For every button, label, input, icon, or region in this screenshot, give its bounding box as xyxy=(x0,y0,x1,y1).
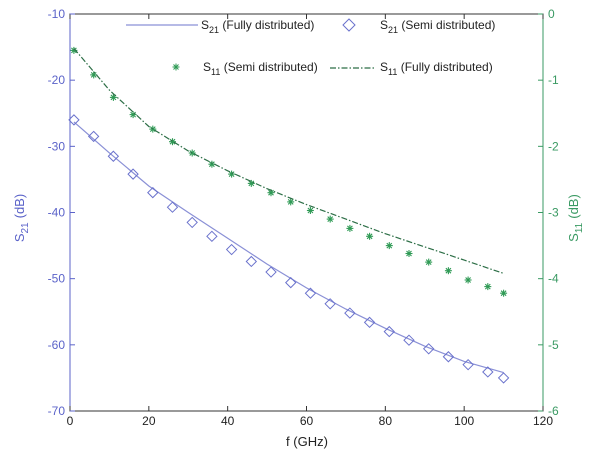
series-s21-semi-diamond-point xyxy=(304,287,317,299)
series-s11-semi-star-point xyxy=(484,283,492,291)
series-s21-semi-diamond-point xyxy=(166,201,179,213)
series-s11-semi-star-point xyxy=(208,160,216,168)
series-s21-semi-diamond-point xyxy=(442,351,455,363)
series-s21-semi-diamond-point xyxy=(147,186,159,199)
series-s21-fully-line xyxy=(73,121,504,374)
series-s21-semi-diamond-point xyxy=(186,216,198,229)
series-s11-fully-dashdot-line xyxy=(73,48,504,274)
legend: S21 (Fully distributed) S21 (Semi distri… xyxy=(126,18,495,77)
y-right-tick-label: -2 xyxy=(548,139,559,153)
series-s11-semi-star-point xyxy=(405,250,413,257)
series-s11-semi-star-point xyxy=(267,189,275,197)
y-right-label-main: S xyxy=(566,233,581,242)
x-tick-label: 60 xyxy=(300,414,314,428)
y-left-label-main: S xyxy=(12,233,27,242)
series-s21-semi-diamond-point xyxy=(482,366,494,378)
legend-label-s11-fully: S11 (Fully distributed) xyxy=(380,60,493,77)
series-s21-semi-diamond-point xyxy=(403,334,415,346)
x-tick-label: 40 xyxy=(221,414,235,428)
series-s21-semi-diamond-point xyxy=(265,266,277,278)
y-left-tick-label: -50 xyxy=(48,272,66,286)
x-tick-label: 100 xyxy=(454,414,474,428)
series-s11-semi-star-point xyxy=(366,232,374,240)
series-s11-semi-star-point xyxy=(149,125,157,133)
series-s21-semi-diamond-point xyxy=(344,307,356,319)
y-right-axis-title: S11 (dB) xyxy=(566,194,585,242)
x-tick-label: 80 xyxy=(379,414,393,428)
series-s21-semi-diamond-point xyxy=(245,255,258,268)
series-s21-semi-diamond-point xyxy=(206,230,218,243)
series-s11-semi-star-point xyxy=(188,149,196,157)
series-s21-semi-diamond-point xyxy=(497,372,510,384)
series-s11-semi-star-point xyxy=(287,198,295,206)
x-tick-label: 0 xyxy=(67,414,74,428)
series-s21-semi-diamond-point xyxy=(383,325,395,338)
y-left-label-unit: (dB) xyxy=(12,194,27,219)
y-left-tick-label: -20 xyxy=(48,73,66,87)
series-s21-semi-diamond-point xyxy=(87,130,100,143)
series-s11-semi-star-point xyxy=(464,276,472,284)
series-s21-semi-diamond-point xyxy=(107,150,120,162)
y-right-tick-label: -5 xyxy=(548,338,559,352)
y-left-tick-label: -40 xyxy=(48,206,66,220)
series-layer xyxy=(68,46,510,384)
x-tick-label: 20 xyxy=(142,414,156,428)
y-right-label-unit: (dB) xyxy=(566,194,581,219)
x-axis-title: f (GHz) xyxy=(286,434,328,449)
y-left-label-sub: 21 xyxy=(20,222,31,234)
y-left-tick-label: -70 xyxy=(48,404,66,418)
series-s21-semi-diamond-point xyxy=(462,358,474,371)
svg-text:S21(dB): S21 (dB) xyxy=(12,194,31,242)
series-s11-semi-star-point xyxy=(169,138,176,146)
series-s11-semi-star-point xyxy=(346,224,354,232)
legend-label-s21-semi: S21 (Semi distributed) xyxy=(380,18,495,35)
series-s21-semi-diamond-point xyxy=(127,168,139,180)
y-right-tick-label: 0 xyxy=(548,7,555,21)
legend-label-s21-fully: S21 (Fully distributed) xyxy=(201,18,314,35)
y-right-tick-label: -6 xyxy=(548,404,559,418)
y-right-label-sub: 11 xyxy=(574,222,585,233)
series-s21-semi-diamond-point xyxy=(285,276,297,289)
y-right-tick-label: -1 xyxy=(548,73,559,87)
svg-text:S11(dB): S11 (dB) xyxy=(566,194,585,242)
series-s21-semi-diamond-point xyxy=(422,343,435,355)
y-left-tick-label: -30 xyxy=(48,139,66,153)
legend-label-s11-semi: S11 (Semi distributed) xyxy=(203,60,318,77)
y-left-tick-label: -60 xyxy=(48,338,66,352)
x-tick-label: 120 xyxy=(533,414,553,428)
y-left-tick-label: -10 xyxy=(48,7,66,21)
series-s11-semi-star-point xyxy=(326,215,334,223)
ticks-layer: 0 20 40 60 80 100 120-10-20-30-40-50-60-700-1-… xyxy=(48,7,559,428)
series-s11-semi-star-point xyxy=(306,207,314,214)
series-s11-semi-star-point xyxy=(129,111,137,119)
series-s11-semi-star-point xyxy=(109,93,117,101)
series-s11-semi-star-point xyxy=(500,289,508,297)
y-left-axis-title: S21 (dB) xyxy=(12,194,31,242)
y-right-tick-label: -4 xyxy=(548,272,559,286)
series-s11-semi-star-point xyxy=(425,258,433,266)
series-s21-semi-diamond-point xyxy=(68,114,80,126)
series-s21-semi-diamond-point xyxy=(324,298,336,310)
legend-swatch-s11-semi xyxy=(172,63,180,71)
y-right-tick-label: -3 xyxy=(548,206,559,220)
series-s21-semi-diamond-point xyxy=(225,243,238,256)
series-s21-semi-diamond-point xyxy=(363,316,376,329)
series-s11-semi-star-point xyxy=(444,267,452,275)
series-s11-semi-star-point xyxy=(228,170,236,178)
legend-swatch-s21-semi xyxy=(342,18,356,32)
series-s11-semi-star-point xyxy=(385,242,393,250)
